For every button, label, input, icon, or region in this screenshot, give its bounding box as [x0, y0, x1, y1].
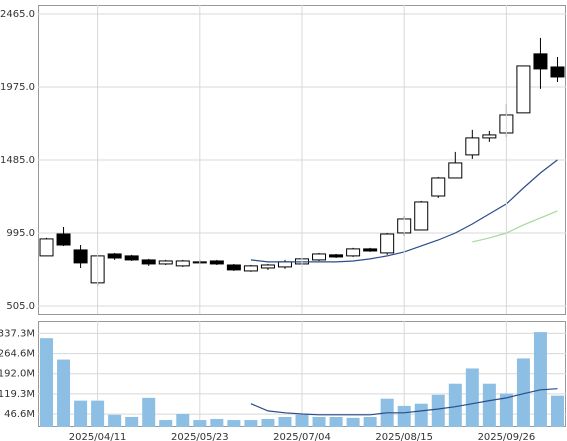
volume-bar: [108, 414, 122, 427]
volume-bar: [91, 400, 105, 427]
y-tick-label: 1975.0: [0, 82, 35, 93]
candle-body: [73, 249, 88, 264]
volume-bar: [312, 417, 326, 427]
y-tick-label: 995.0: [6, 228, 35, 239]
y-tick-label: 337.3M: [0, 328, 35, 339]
volume-bar: [448, 383, 462, 427]
volume-bar: [363, 417, 377, 427]
volume-bar: [210, 418, 224, 427]
candle-body: [107, 253, 122, 259]
volume-bar: [159, 420, 173, 427]
candle-body: [516, 65, 531, 114]
candle-body: [56, 233, 71, 246]
candle-body: [346, 248, 361, 257]
candle-body: [158, 260, 173, 265]
x-tick-label: 2025/05/23: [171, 432, 229, 441]
candle-body: [124, 255, 139, 261]
candle-body: [243, 265, 258, 272]
volume-bar: [125, 417, 139, 427]
volume-bar: [74, 400, 88, 427]
y-tick-label: 119.3M: [0, 389, 35, 400]
y-tick-label: 1485.0: [0, 155, 35, 166]
x-tick-label: 2025/08/15: [375, 432, 433, 441]
volume-bar: [516, 358, 530, 427]
x-tick-label: 2025/07/04: [273, 432, 331, 441]
volume-bar: [329, 417, 343, 427]
volume-bar: [397, 405, 411, 427]
candle-body: [533, 53, 548, 70]
volume-bar: [295, 414, 309, 427]
moving-average-line: [250, 388, 558, 416]
x-tick-label: 2025/04/11: [69, 432, 127, 441]
y-tick-label: 2465.0: [0, 9, 35, 20]
candle-body: [260, 264, 275, 269]
y-tick-label: 46.6M: [4, 409, 35, 420]
moving-average-line: [472, 210, 558, 243]
volume-bar: [431, 394, 445, 427]
volume-bar: [482, 383, 496, 427]
candle-body: [380, 233, 395, 254]
y-tick-label: 505.0: [6, 301, 35, 312]
volume-bar: [244, 420, 258, 427]
x-tick-label: 2025/09/26: [478, 432, 536, 441]
volume-bar: [414, 403, 428, 427]
candle-body: [226, 264, 241, 271]
volume-bar: [533, 332, 547, 427]
candle-body: [141, 259, 156, 265]
volume-bar: [278, 417, 292, 427]
volume-bar: [193, 420, 207, 427]
candle-body: [448, 162, 463, 179]
candle-body: [550, 66, 565, 78]
volume-bar: [176, 413, 190, 427]
candle-body: [175, 260, 190, 267]
candle-body: [482, 134, 497, 139]
candle-body: [465, 137, 480, 156]
volume-bar: [499, 393, 513, 427]
candle-body: [209, 260, 224, 265]
volume-bar: [142, 397, 156, 427]
candle-body: [329, 254, 344, 258]
candle-body: [414, 201, 429, 231]
volume-bar: [40, 338, 54, 427]
y-tick-label: 264.6M: [0, 349, 35, 360]
volume-bar: [550, 395, 564, 427]
candle-body: [363, 248, 378, 252]
candle-body: [39, 238, 54, 257]
candle-body: [312, 253, 327, 261]
candle-body: [277, 261, 292, 268]
volume-bar: [346, 417, 360, 427]
volume-bar: [261, 418, 275, 427]
volume-bar: [57, 359, 71, 427]
volume-bar: [465, 368, 479, 427]
y-tick-label: 192.0M: [0, 369, 35, 380]
candle-body: [431, 177, 446, 197]
volume-bar: [227, 420, 241, 427]
